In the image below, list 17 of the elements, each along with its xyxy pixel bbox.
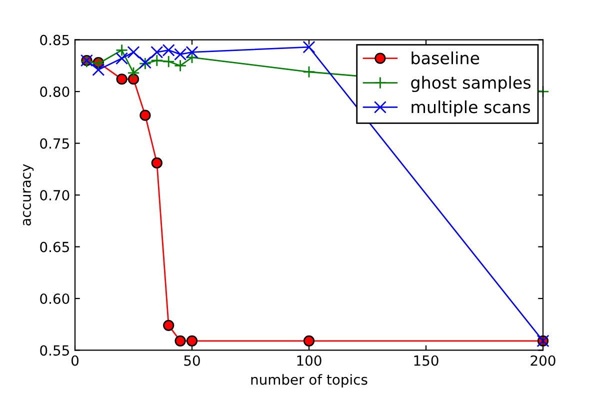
x-tick-label: 50 — [184, 355, 200, 366]
y-tick-label: 0.60 — [40, 293, 70, 304]
x-axis-title: number of topics — [251, 374, 368, 388]
x-tick-label: 0 — [71, 355, 78, 366]
x-tick-label: 200 — [530, 355, 556, 366]
y-tick-label: 0.55 — [40, 345, 69, 356]
y-tick-label: 0.75 — [40, 138, 69, 149]
x-tick-label: 100 — [297, 355, 322, 366]
y-tick-label: 0.85 — [40, 34, 69, 46]
y-tick-label: 0.65 — [40, 242, 69, 252]
y-tick-label: 0.80 — [40, 86, 70, 98]
legend-label: multiple scans — [412, 100, 530, 117]
y-axis-title: accuracy — [22, 164, 34, 226]
y-tick-label: 0.70 — [40, 190, 70, 200]
legend-label: ghost samples — [411, 76, 531, 92]
legend-label: baseline — [412, 51, 480, 64]
x-tick-label: 150 — [414, 355, 438, 366]
